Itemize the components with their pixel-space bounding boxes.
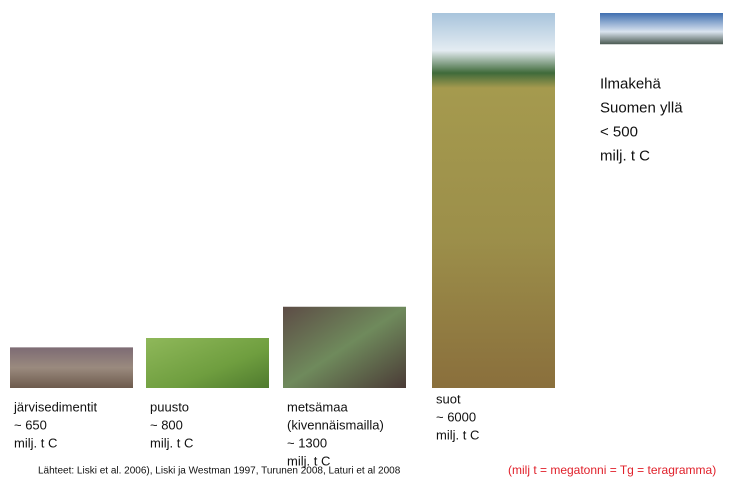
value-label: < 500 bbox=[600, 123, 638, 140]
label: Ilmakehä bbox=[600, 75, 662, 92]
unit: milj. t C bbox=[436, 428, 479, 443]
bar bbox=[146, 338, 269, 388]
label: metsämaa bbox=[287, 400, 348, 415]
value-label: ~ 1300 bbox=[287, 436, 327, 451]
bar bbox=[432, 13, 555, 388]
value-label: ~ 6000 bbox=[436, 410, 476, 425]
unit: milj. t C bbox=[287, 454, 330, 469]
label: Suomen yllä bbox=[600, 99, 683, 116]
source: Lähteet: Liski et al. 2006), Liski ja We… bbox=[38, 465, 401, 476]
label: järvisedimentit bbox=[13, 400, 97, 415]
bar bbox=[600, 13, 723, 44]
label: puusto bbox=[150, 400, 189, 415]
note: (milj t = megatonni = Tg = teragramma) bbox=[508, 463, 716, 477]
value-label: ~ 650 bbox=[14, 418, 47, 433]
bar bbox=[10, 347, 133, 388]
unit: milj. t C bbox=[150, 436, 193, 451]
unit: milj. t C bbox=[14, 436, 57, 451]
label: (kivennäismailla) bbox=[287, 418, 384, 433]
label: suot bbox=[436, 392, 461, 407]
bar bbox=[283, 307, 406, 388]
unit: milj. t C bbox=[600, 147, 650, 164]
value-label: ~ 800 bbox=[150, 418, 183, 433]
chart: Lähteet: Liski et al. 2006), Liski ja We… bbox=[0, 0, 750, 483]
